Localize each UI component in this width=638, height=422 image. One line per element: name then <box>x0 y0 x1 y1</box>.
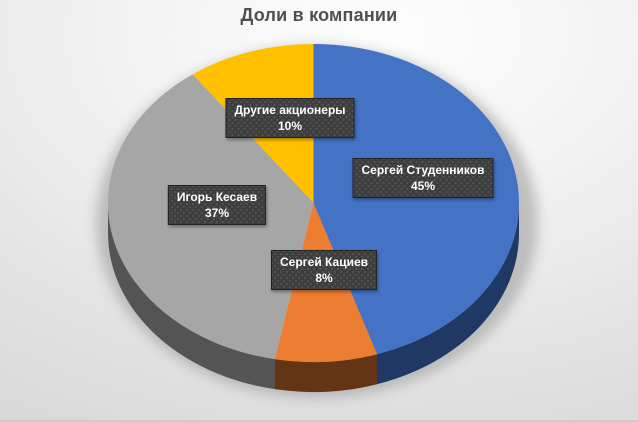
data-label-name: Игорь Кесаев <box>176 190 258 204</box>
data-label-igor-kesaev: Игорь Кесаев 37% <box>167 185 267 225</box>
pie-slice-side-1 <box>274 354 377 392</box>
data-label-percent: 45% <box>410 179 436 193</box>
data-label-percent: 37% <box>204 206 230 220</box>
chart-title: Доли в компании <box>240 5 398 25</box>
pie-slice-side-0 <box>377 203 519 385</box>
data-label-percent: 10% <box>277 119 303 133</box>
data-label-percent: 8% <box>315 271 333 285</box>
data-label-sergey-studennikov: Сергей Студенников 45% <box>352 158 494 198</box>
data-label-name: Другие акционеры <box>234 103 346 117</box>
data-label-name: Сергей Кациев <box>279 255 369 269</box>
data-label-sergey-katsiev: Сергей Кациев 8% <box>270 250 378 290</box>
data-label-other-shareholders: Другие акционеры 10% <box>225 98 355 138</box>
pie-slice-side-2 <box>108 203 275 390</box>
data-label-name: Сергей Студенников <box>361 163 485 177</box>
